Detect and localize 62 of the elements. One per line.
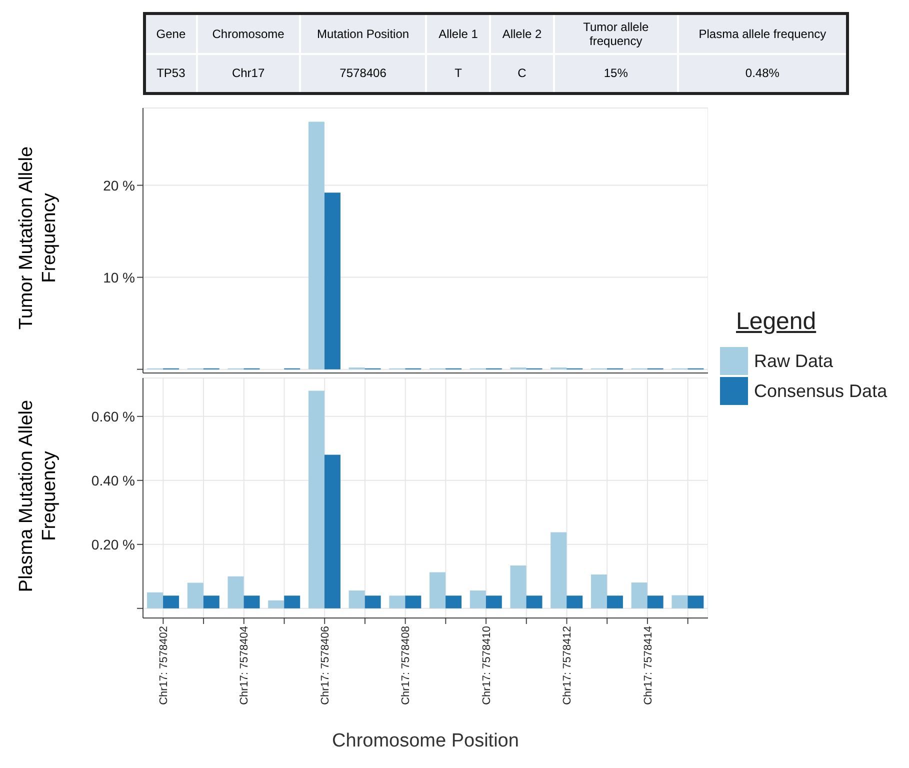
bar: [244, 596, 260, 608]
x-tick-label: Chr17: 7578402: [158, 626, 170, 705]
legend-title: Legend: [736, 308, 818, 336]
bar: [486, 596, 502, 608]
text: Chr17: [196, 54, 300, 94]
x-axis-title: Chromosome Position: [332, 730, 519, 752]
x-tick-label: Chr17: 7578412: [562, 626, 574, 705]
y-axis-title: Tumor Mutation Allele Frequency: [15, 145, 61, 332]
y-tick-label: 0.60 %: [91, 408, 135, 424]
bar: [526, 596, 542, 608]
bar: [324, 454, 340, 608]
text: Allele 1: [426, 14, 490, 54]
x-tick-label: Chr17: 7578414: [642, 626, 654, 705]
text: 7578406: [300, 54, 426, 94]
bar: [590, 574, 607, 608]
text: Chromosome: [196, 14, 300, 54]
text: T: [426, 54, 490, 94]
y-tick-label: 0.20 %: [91, 536, 135, 552]
bar: [324, 192, 340, 370]
text: Allele 2: [490, 14, 554, 54]
y-tick-label: 20 %: [103, 177, 135, 194]
bar: [364, 596, 381, 608]
bar: [228, 576, 244, 608]
legend-label: Raw Data: [754, 350, 834, 372]
text: Plasma allele frequency: [678, 14, 848, 54]
bar: [606, 596, 623, 608]
bar: [284, 596, 300, 608]
text: Tumor allele frequency: [554, 14, 678, 54]
x-tick-label: Chr17: 7578404: [238, 626, 251, 705]
bar: [203, 596, 220, 608]
text: Mutation Position: [300, 14, 426, 54]
bar: [308, 390, 324, 608]
text: TP53: [144, 54, 197, 94]
x-tick-label: Chr17: 7578408: [400, 626, 412, 705]
bar: [268, 600, 284, 608]
bar: [566, 596, 583, 608]
y-axis-title: Plasma Mutation Allele Frequency: [15, 398, 61, 594]
x-tick-label: Chr17: 7578410: [480, 626, 493, 705]
bar: [647, 596, 664, 608]
bar: [470, 590, 486, 608]
y-tick-label: 10 %: [103, 269, 135, 286]
text: 0.48%: [678, 54, 848, 94]
legend-label: Consensus Data: [754, 380, 888, 402]
bar: [688, 596, 704, 608]
bar: [308, 122, 324, 370]
x-tick-label: Chr17: 7578406: [319, 626, 332, 705]
bar: [631, 582, 648, 608]
bar: [187, 582, 204, 608]
bar: [163, 596, 180, 608]
bar: [510, 566, 526, 608]
bar: [405, 596, 422, 608]
bar: [147, 592, 164, 608]
text: Gene: [144, 14, 197, 54]
bar: [446, 596, 462, 608]
bar: [430, 572, 446, 608]
y-tick-label: 0.40 %: [91, 472, 135, 488]
bar: [348, 590, 365, 608]
bar: [389, 596, 406, 608]
text: C: [490, 54, 554, 94]
bar: [672, 595, 688, 608]
text: 15%: [554, 54, 678, 94]
bar: [550, 532, 567, 608]
